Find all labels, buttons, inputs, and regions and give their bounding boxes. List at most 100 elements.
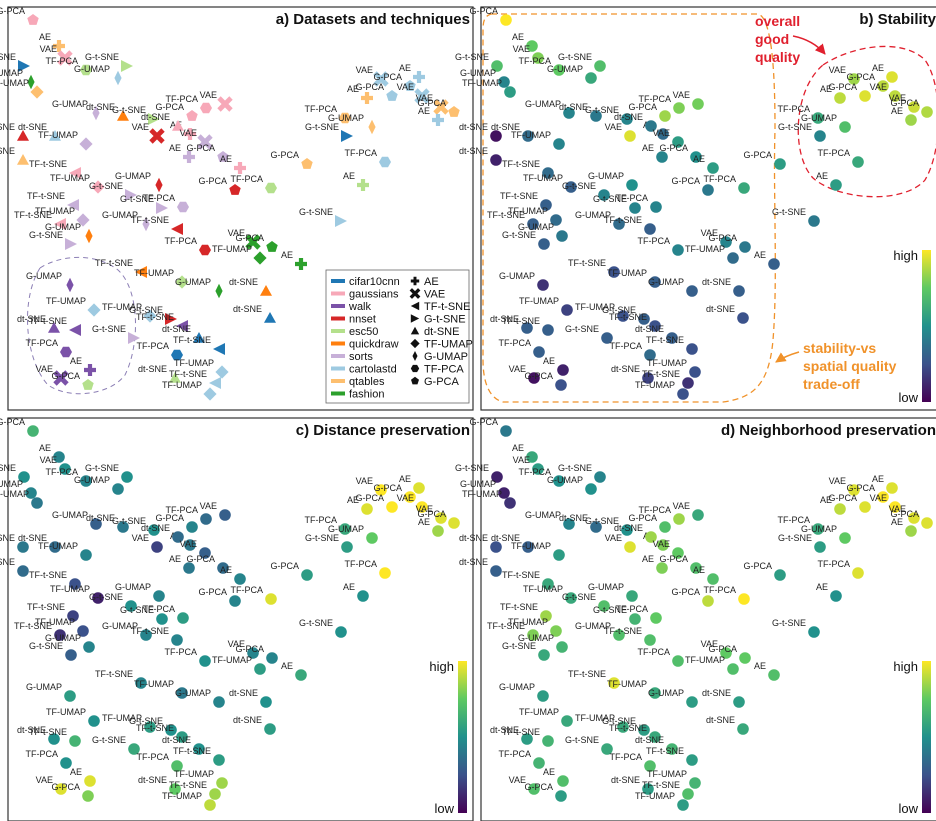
data-point-label: TF-t-SNE	[609, 312, 647, 322]
data-point-label: G-UMAP	[45, 633, 81, 643]
data-point	[49, 541, 61, 553]
legend-technique-label: TF-t-SNE	[424, 301, 470, 313]
data-point-label: dt-SNE	[229, 277, 258, 287]
colorbar-high-label: high	[893, 659, 918, 674]
data-point-label: VAE	[36, 364, 53, 374]
colorbar-high-label: high	[893, 248, 918, 263]
data-point	[433, 99, 449, 115]
data-point-label: G-t-SNE	[772, 618, 806, 628]
data-point-label: dt-SNE	[0, 146, 15, 156]
data-point	[176, 687, 188, 699]
data-point-label: G-UMAP	[648, 688, 684, 698]
data-point	[335, 626, 347, 638]
data-point	[64, 690, 76, 702]
data-point-label: G-UMAP	[460, 479, 496, 489]
data-point	[25, 487, 37, 499]
data-point-label: G-UMAP	[52, 99, 88, 109]
data-point	[386, 501, 398, 513]
data-point	[84, 364, 96, 376]
data-point	[90, 518, 102, 530]
data-point-label: TF-PCA	[704, 174, 737, 184]
data-point-label: AE	[872, 474, 884, 484]
data-point-label: G-t-SNE	[29, 641, 63, 651]
data-point-label: VAE	[513, 44, 530, 54]
data-point	[435, 512, 447, 524]
data-point	[69, 578, 81, 590]
data-point-label: TF-UMAP	[511, 541, 551, 551]
colorbar-gradient	[922, 250, 931, 402]
data-point	[121, 471, 133, 483]
data-point-label: TF-PCA	[305, 104, 338, 114]
good-quality-outline	[797, 45, 936, 198]
colorbar-low-label: low	[898, 801, 918, 816]
data-point-label: G-t-SNE	[455, 52, 489, 62]
data-point-label: G-t-SNE	[85, 52, 119, 62]
triangle-right-icon	[410, 314, 420, 323]
data-point-label: dt-SNE	[459, 557, 488, 567]
data-point	[852, 156, 864, 168]
legend-swatch	[331, 329, 345, 333]
data-point	[686, 285, 698, 297]
data-point-label: G-t-SNE	[502, 641, 536, 651]
data-point-label: TF-PCA	[166, 94, 199, 104]
data-point-label: TF-UMAP	[523, 584, 563, 594]
data-point	[629, 202, 641, 214]
data-point-label: VAE	[180, 539, 197, 549]
data-point-label: TF-UMAP	[134, 268, 174, 278]
data-point-label: G-PCA	[890, 509, 919, 519]
data-point	[234, 573, 246, 585]
data-point	[629, 613, 641, 625]
data-point	[814, 130, 826, 142]
data-point	[689, 366, 701, 378]
data-point-label: G-UMAP	[0, 68, 23, 78]
data-point-label: AE	[872, 63, 884, 73]
data-point	[673, 513, 685, 525]
data-point-label: G-t-SNE	[305, 122, 339, 132]
data-point-label: AE	[418, 106, 430, 116]
data-point-label: dt-SNE	[0, 122, 15, 132]
diamond-icon	[410, 338, 420, 349]
data-point	[808, 626, 820, 638]
data-point-label: G-PCA	[828, 82, 857, 92]
data-point	[85, 228, 93, 244]
data-point-label: dt-SNE	[614, 523, 643, 533]
data-point	[79, 137, 93, 151]
data-point	[82, 790, 94, 802]
data-point-label: TF-PCA	[638, 236, 671, 246]
data-point	[375, 484, 387, 496]
data-point-label: TF-t-SNE	[29, 316, 67, 326]
data-point-label: TF-t-SNE	[136, 312, 174, 322]
data-point-label: G-PCA	[417, 98, 446, 108]
data-point-label: TF-t-SNE	[29, 159, 67, 169]
data-point	[184, 127, 196, 140]
data-point	[686, 343, 698, 355]
data-point	[500, 14, 512, 26]
data-point	[877, 80, 889, 92]
data-point	[889, 90, 901, 102]
data-point-label: G-UMAP	[26, 682, 62, 692]
data-point	[737, 312, 749, 324]
data-point-label: dt-SNE	[86, 102, 115, 112]
data-point-label: AE	[281, 250, 293, 260]
data-point	[91, 180, 105, 194]
data-point-label: TF-t-SNE	[487, 621, 525, 631]
data-point-label: AE	[220, 154, 232, 164]
data-point-label: dt-SNE	[233, 304, 262, 314]
data-point-label: TF-UMAP	[162, 380, 202, 390]
data-point	[522, 541, 534, 553]
data-point	[165, 313, 177, 325]
data-point-label: dt-SNE	[233, 715, 262, 725]
data-point	[649, 320, 661, 332]
data-point	[80, 549, 92, 561]
data-point	[921, 517, 933, 529]
data-point	[692, 509, 704, 521]
legend-dataset-label: quickdraw	[349, 339, 399, 351]
data-point-label: VAE	[870, 493, 887, 503]
data-point-label: TF-t-SNE	[646, 746, 684, 756]
data-point-label: G-UMAP	[499, 271, 535, 281]
data-point	[626, 179, 638, 191]
hexagon-icon	[410, 364, 420, 373]
data-point	[414, 88, 430, 104]
data-point	[203, 387, 217, 401]
